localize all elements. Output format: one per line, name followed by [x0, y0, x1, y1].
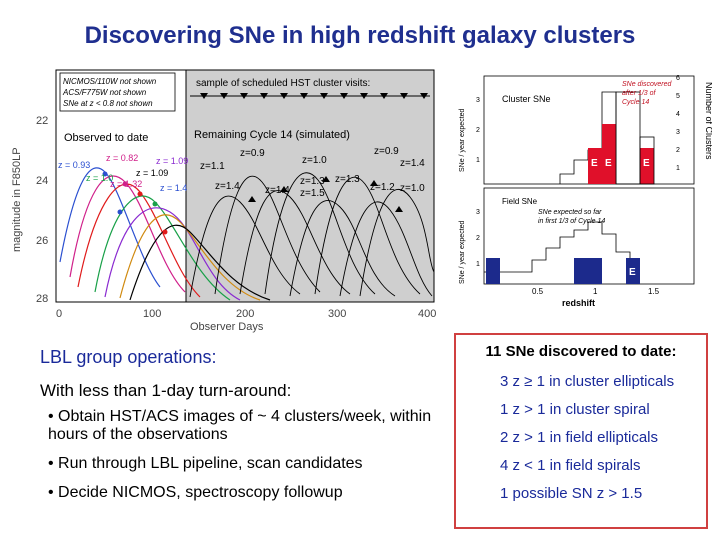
data-points	[102, 171, 403, 235]
x-tick: 100	[143, 308, 161, 320]
y-tick: 28	[36, 293, 48, 305]
x-axis-label: Observer Days	[190, 321, 264, 333]
ylabel-top: SNe / year expected	[459, 108, 466, 172]
sim-z-label: z=1.4	[215, 181, 240, 192]
y-tick: 22	[36, 115, 48, 127]
discovery-item: 3 z ≥ 1 in cluster ellipticals	[500, 373, 675, 390]
x-tick: 200	[236, 308, 254, 320]
operations-heading: LBL group operations:	[40, 347, 217, 367]
y-tick-right: 1	[676, 165, 680, 172]
observed-label: Observed to date	[64, 132, 148, 144]
y-tick-right: 2	[676, 147, 680, 154]
remaining-label: Remaining Cycle 14 (simulated)	[194, 129, 350, 141]
obs-z-label: z = 0.93	[58, 160, 90, 170]
discovery-item: 1 z > 1 in cluster spiral	[500, 401, 650, 418]
discovery-item: 4 z < 1 in field spirals	[500, 457, 641, 474]
lightcurve-plot: NICMOS/110W not shown ACS/F775W not show…	[11, 69, 436, 333]
elliptical-marker: E	[605, 158, 612, 169]
y-tick: 26	[36, 235, 48, 247]
cluster-clusters-outline	[639, 136, 655, 185]
x-axis-label: redshift	[562, 298, 595, 308]
x-tick: 1	[593, 287, 598, 296]
field-bar	[626, 258, 640, 284]
legend-line-3: SNe at z < 0.8 not shown	[63, 99, 153, 108]
note-bottom-line: in first 1/3 of Cycle 14	[538, 218, 605, 225]
y-tick-top: 3	[476, 97, 480, 104]
sim-z-label: z=1.3	[335, 174, 360, 185]
visit-markers	[200, 93, 428, 99]
y-tick-right: 4	[676, 111, 680, 118]
field-sne-label: Field SNe	[502, 197, 538, 206]
x-tick: 300	[328, 308, 346, 320]
elliptical-marker: E	[591, 158, 598, 169]
field-bar	[588, 258, 602, 284]
y-tick-bottom: 3	[476, 209, 480, 216]
x-tick: 1.5	[648, 287, 660, 296]
y-tick-bottom: 2	[476, 235, 480, 242]
redshift-histogram: E E E E Cluster SNe Field SNe SNe discov…	[459, 75, 712, 308]
sim-z-label: z=1.5	[300, 188, 325, 199]
legend-line-1: NICMOS/110W not shown	[63, 77, 157, 86]
ylabel-bottom: SNe / year expected	[459, 220, 466, 284]
sim-z-label: z=1.2	[370, 182, 395, 193]
note-top-line: Cycle 14	[622, 99, 649, 106]
y-tick-right: 6	[676, 75, 680, 82]
field-bar	[486, 258, 500, 284]
obs-z-label: z = 1.0	[86, 173, 113, 183]
visits-label: sample of scheduled HST cluster visits:	[196, 78, 370, 89]
legend-line-2: ACS/F775W not shown	[62, 88, 147, 97]
operations-bullet: • Run through LBL pipeline, scan candida…	[48, 455, 363, 472]
note-bottom-line: SNe expected so far	[538, 209, 602, 216]
y-tick-top: 2	[476, 127, 480, 134]
discoveries-box: 11 SNe discovered to date: 3 z ≥ 1 in cl…	[454, 333, 708, 529]
field-expected-hist	[484, 221, 631, 284]
discoveries-heading: 11 SNe discovered to date:	[485, 343, 677, 360]
sim-z-label: z=0.9	[240, 148, 265, 159]
y-tick-top: 1	[476, 157, 480, 164]
discovery-item: 2 z > 1 in field ellipticals	[500, 429, 658, 446]
cluster-sne-label: Cluster SNe	[502, 94, 551, 104]
y-tick: 24	[36, 175, 48, 187]
sim-z-label: z=1.4	[400, 158, 425, 169]
note-top-line: SNe discovered	[622, 81, 673, 88]
field-bar	[574, 258, 588, 284]
cluster-bar	[602, 124, 616, 184]
operations-bullet: • Decide NICMOS, spectroscopy followup	[48, 484, 343, 501]
note-top-line: after 1/3 of	[622, 90, 657, 97]
sim-z-label: z=1.1	[200, 161, 225, 172]
sim-z-label: z=1.3	[300, 176, 325, 187]
y-tick-right: 5	[676, 93, 680, 100]
y-tick-bottom: 1	[476, 261, 480, 268]
cluster-bar	[640, 148, 654, 184]
y-axis-label: magnitude in F850LP	[11, 147, 23, 252]
discovery-item: 1 possible SN z > 1.5	[500, 485, 643, 502]
obs-z-label: z = 1.09	[156, 156, 188, 166]
cluster-bar	[588, 148, 602, 184]
operations-bullet: • Obtain HST/ACS images of ~ 4 clusters/…	[48, 408, 432, 443]
slide-title: Discovering SNe in high redshift galaxy …	[84, 22, 636, 49]
plot-frame	[55, 69, 435, 303]
legend-box	[59, 72, 176, 112]
sim-z-label: z=1.0	[400, 183, 425, 194]
elliptical-marker: E	[629, 267, 636, 278]
y-tick-right: 3	[676, 129, 680, 136]
sim-z-label: z=0.9	[374, 146, 399, 157]
x-tick: 0	[56, 308, 62, 320]
obs-z-label: z = 1.4	[160, 183, 187, 193]
elliptical-marker: E	[643, 158, 650, 169]
simulated-lightcurves	[189, 172, 435, 298]
ylabel-right: Number of Clusters	[704, 82, 712, 160]
obs-z-label: z = 0.82	[106, 153, 138, 163]
obs-z-label: z = 1.32	[110, 179, 142, 189]
obs-z-label: z = 1.09	[136, 168, 168, 178]
operations-subheading: With less than 1-day turn-around:	[40, 381, 292, 400]
x-tick: 400	[418, 308, 436, 320]
simulated-region	[186, 70, 434, 302]
x-tick: 0.5	[532, 287, 544, 296]
sim-z-label: z=1.0	[302, 155, 327, 166]
sim-z-label: z=1.4	[265, 185, 290, 196]
